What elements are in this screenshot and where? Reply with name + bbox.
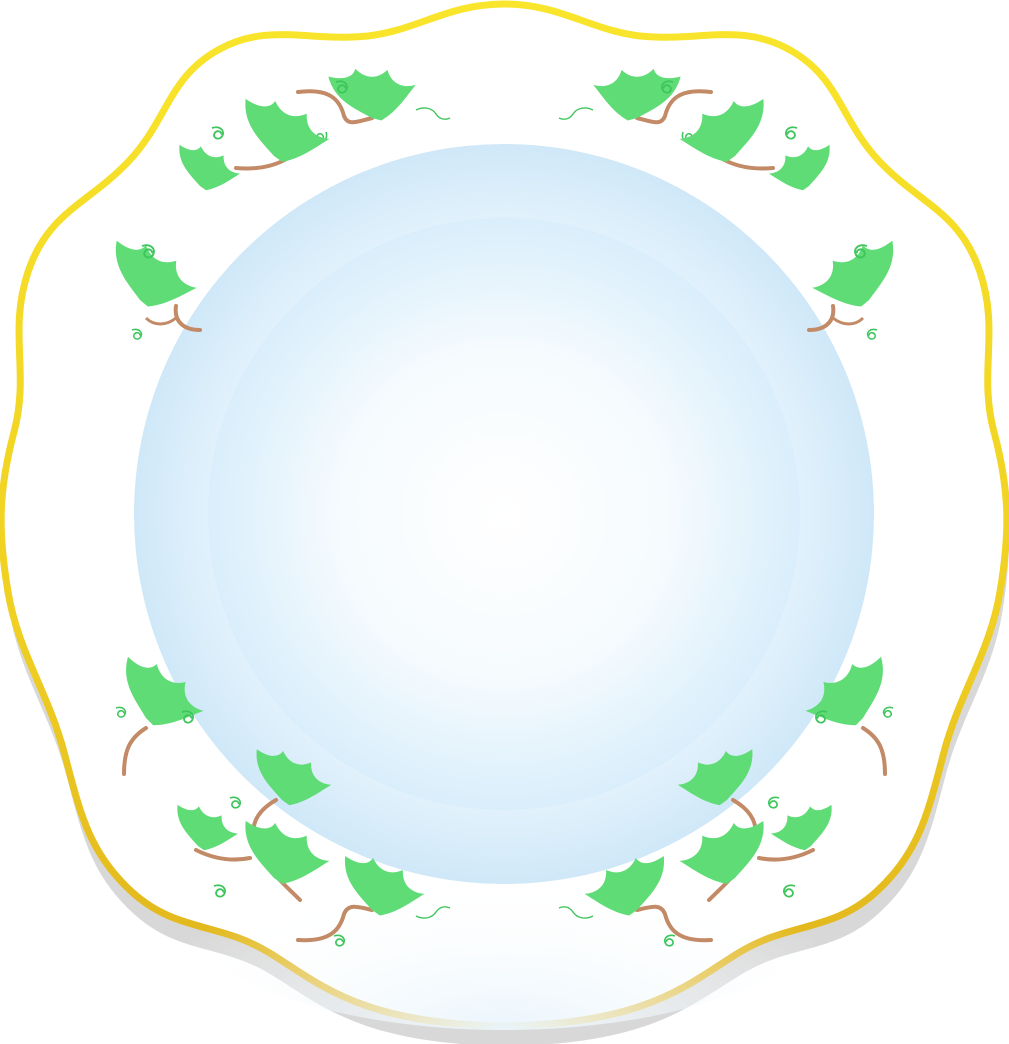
ivy-decoration-lower-left: [115, 656, 204, 776]
ivy-decoration-lower-right: [805, 656, 894, 776]
ivy-decoration-bottom-right: [558, 737, 833, 947]
ivy-decoration-bottom-left: [176, 737, 451, 947]
plate-well-center: [208, 218, 800, 810]
ivy-decoration-left: [114, 234, 202, 340]
ivy-decoration-top-right: [558, 40, 831, 194]
ivy-decoration-top-left: [178, 40, 451, 194]
ivy-decoration-right: [807, 234, 895, 340]
